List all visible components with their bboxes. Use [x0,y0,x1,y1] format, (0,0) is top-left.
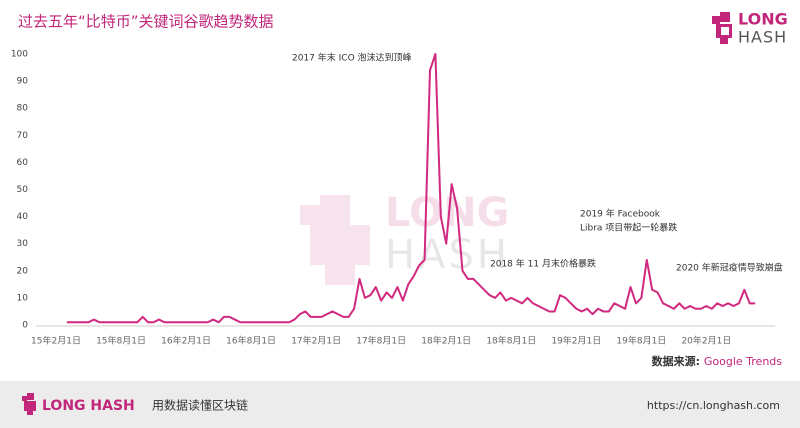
footer-logo [22,393,36,415]
url: https://cn.longhash.com [647,399,780,412]
annotation: 2018 年 11 月末价格暴跌 [490,258,596,270]
annotation: Libra 项目带起一轮暴跌 [580,222,677,234]
y-tick-label: 60 [17,158,29,168]
watermark [300,195,370,285]
x-tick-label: 16年8月1日 [226,335,276,347]
y-tick-label: 40 [17,212,29,222]
chart-title: 过去五年“比特币”关键词谷歌趋势数据 [18,13,274,31]
source: 数据来源: Google Trends [652,354,783,368]
x-tick-label: 18年8月1日 [486,335,536,347]
annotation: 2019 年 Facebook [580,208,661,220]
footer [0,381,800,428]
footer-brand: LONG HASH [42,398,135,414]
y-tick-label: 90 [17,77,29,87]
logo-text: LONG [738,10,788,29]
y-tick-label: 0 [22,321,28,331]
x-tick-label: 17年2月1日 [291,335,341,347]
x-tick-label: 15年2月1日 [31,335,81,347]
y-tick-label: 50 [17,185,29,195]
trend-line [66,53,756,324]
annotation: 2020 年新冠疫情导致崩盘 [676,262,783,274]
source-name: Google Trends [704,355,782,368]
y-tick-label: 100 [11,50,28,60]
x-tick-label: 15年8月1日 [96,335,146,347]
source-label: 数据来源: [652,354,704,368]
y-tick-label: 30 [17,239,29,249]
x-tick-label: 20年2月1日 [681,335,731,347]
y-tick-label: 10 [17,293,29,303]
slogan: 用数据读懂区块链 [152,398,248,413]
x-tick-label: 19年2月1日 [551,335,601,347]
x-tick-label: 16年2月1日 [161,335,211,347]
y-tick-label: 70 [17,131,29,141]
annotation: 2017 年末 ICO 泡沫达到顶峰 [292,52,412,64]
x-tick-label: 17年8月1日 [356,335,406,347]
x-tick-label: 19年8月1日 [616,335,666,347]
x-tick-label: 18年2月1日 [421,335,471,347]
logo-text: HASH [738,28,787,47]
logo [712,12,732,44]
y-tick-label: 20 [17,266,29,276]
y-tick-label: 80 [17,104,29,114]
